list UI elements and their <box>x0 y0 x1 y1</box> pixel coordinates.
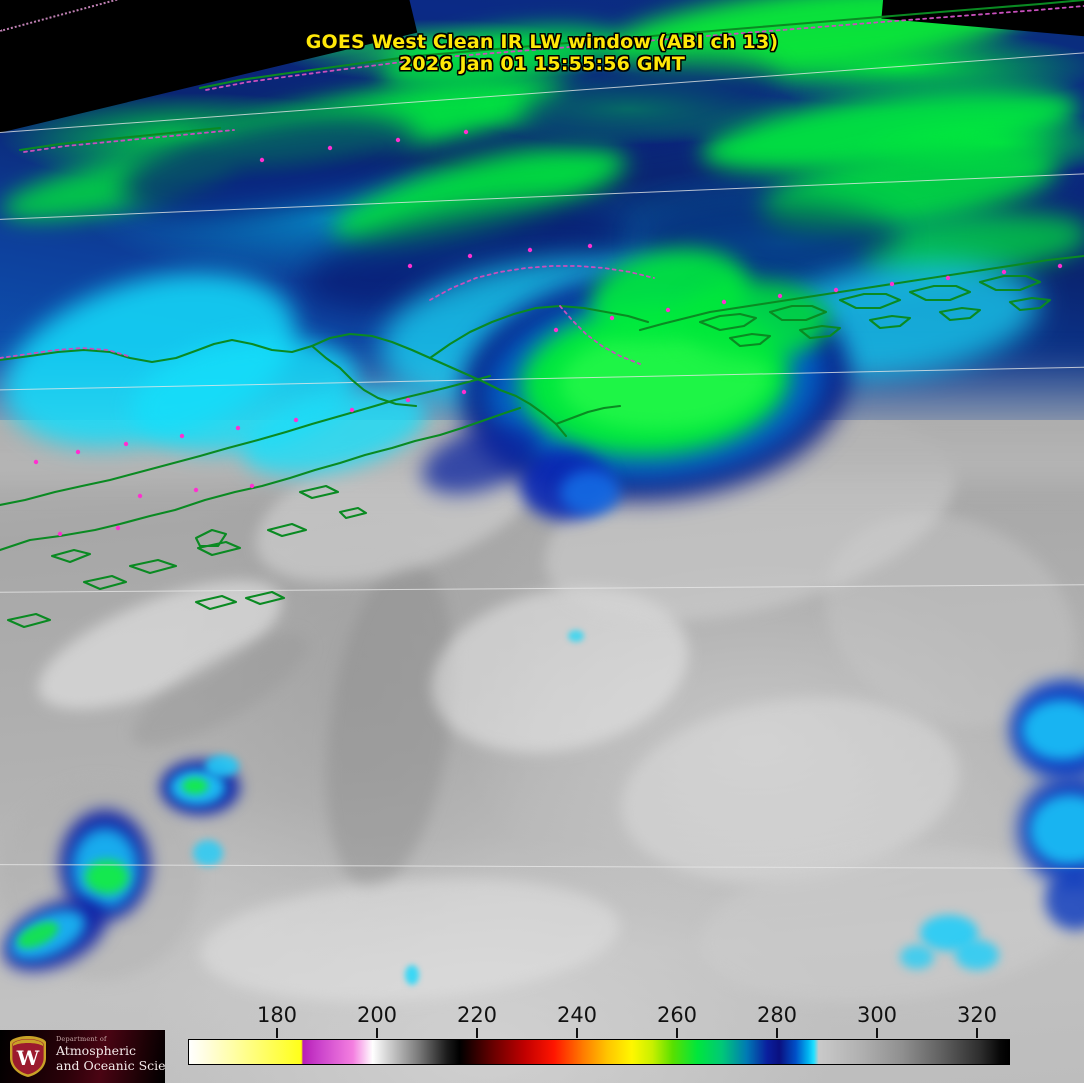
colorbar-gradient <box>188 1039 1010 1065</box>
uw-crest-icon: W <box>10 1036 46 1077</box>
logo-name-line-1: Atmospheric <box>56 1043 137 1058</box>
svg-text:W: W <box>16 1046 40 1070</box>
colorbar-tick-label: 300 <box>856 1003 898 1027</box>
colorbar-tick-mark <box>776 1028 778 1038</box>
logo-department-label: Department of <box>56 1035 107 1043</box>
colorbar-tick-mark <box>676 1028 678 1038</box>
colorbar-tick-mark <box>276 1028 278 1038</box>
colorbar-labels: 180 200 220 240 260 280 300 320 <box>0 1003 1084 1029</box>
colorbar-tick-label: 200 <box>356 1003 398 1027</box>
colorbar-tick-mark <box>476 1028 478 1038</box>
colorbar-tick-label: 180 <box>256 1003 298 1027</box>
colorbar-tick-label: 240 <box>556 1003 598 1027</box>
institution-logo: W Department of Atmospheric and Oceanic … <box>0 1030 165 1083</box>
colorbar-tick-mark <box>376 1028 378 1038</box>
colorbar-tick-mark <box>976 1028 978 1038</box>
colorbar-tick-label: 280 <box>756 1003 798 1027</box>
colorbar-tick-label: 320 <box>956 1003 998 1027</box>
colorbar-ticks <box>0 1028 1084 1038</box>
colorbar-tick-label: 220 <box>456 1003 498 1027</box>
colorbar-tick-mark <box>876 1028 878 1038</box>
logo-text: Department of Atmospheric and Oceanic Sc… <box>56 1035 165 1073</box>
logo-name-line-2: and Oceanic Sciences <box>56 1057 165 1073</box>
colorbar-tick-mark <box>576 1028 578 1038</box>
colorbar-tick-label: 260 <box>656 1003 698 1027</box>
sea-surface-layer <box>0 330 1084 1083</box>
